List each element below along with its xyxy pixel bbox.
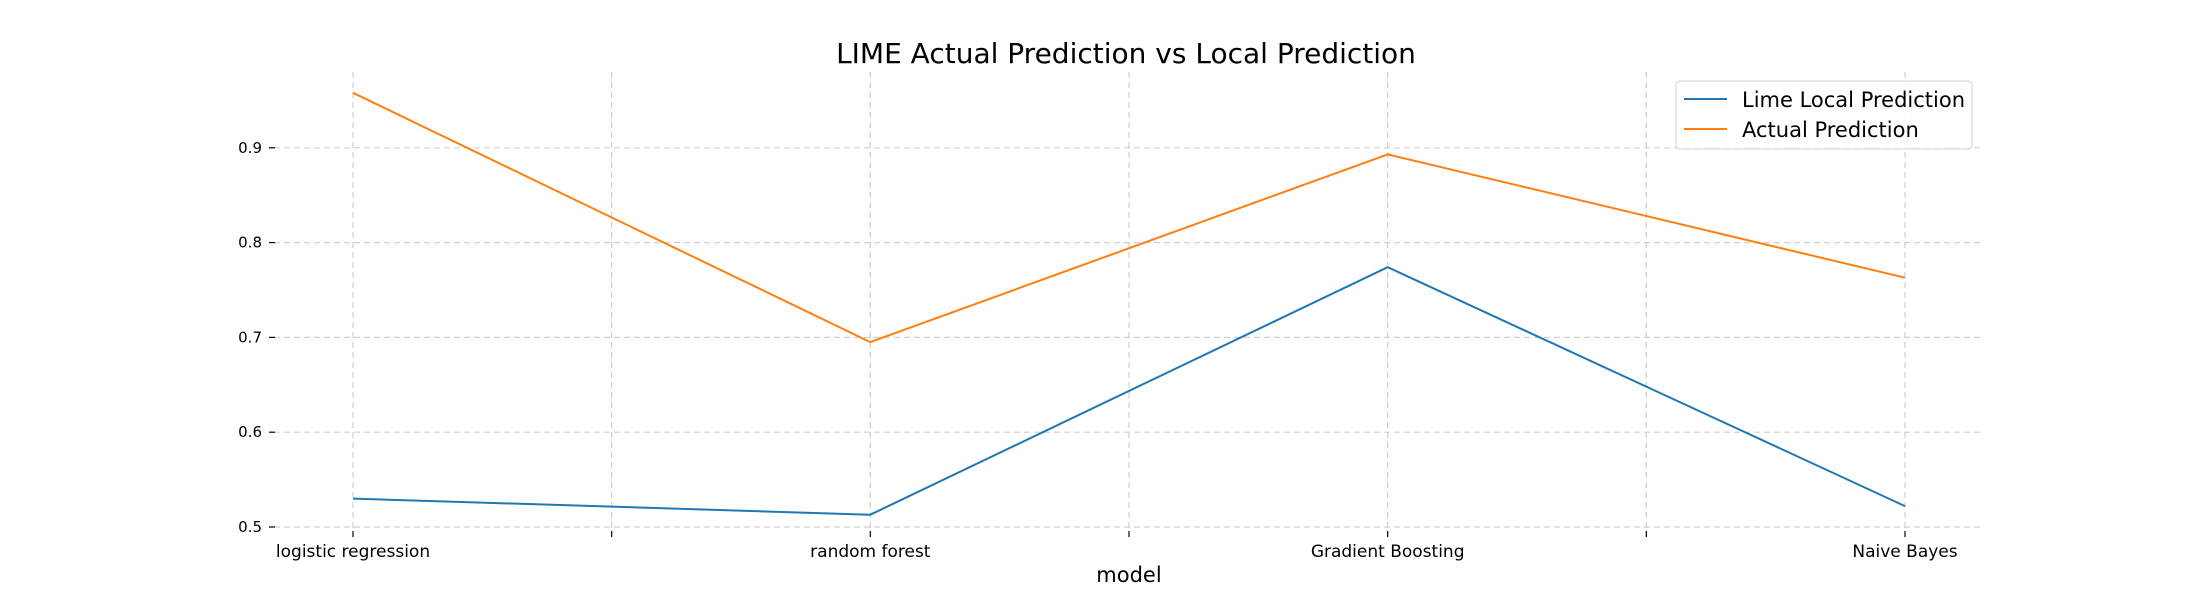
y-tick-label: 0.9	[238, 139, 262, 157]
chart-title: LIME Actual Prediction vs Local Predicti…	[836, 37, 1416, 70]
legend-label-lime-local-prediction: Lime Local Prediction	[1742, 88, 1965, 112]
axes: logistic regression random forest Gradient…	[238, 139, 1958, 562]
y-tick-label: 0.6	[238, 423, 262, 441]
x-tick-label: Gradient Boosting	[1311, 542, 1465, 562]
y-tick-label: 0.5	[238, 518, 262, 536]
y-tick-label: 0.8	[238, 234, 262, 252]
x-axis-label: model	[1096, 563, 1161, 587]
grid	[274, 72, 1980, 530]
x-tick-label: Naive Bayes	[1852, 542, 1957, 562]
series-line-lime-local-prediction	[352, 266, 1906, 516]
x-tick-label: random forest	[810, 542, 931, 562]
series-line-actual-prediction	[352, 91, 1906, 344]
y-tick-label: 0.7	[238, 328, 262, 346]
legend: Lime Local Prediction Actual Prediction	[1675, 80, 1973, 150]
x-tick-label: logistic regression	[276, 542, 430, 562]
series	[352, 91, 1906, 516]
legend-box	[1675, 80, 1973, 150]
legend-label-actual-prediction: Actual Prediction	[1742, 118, 1919, 142]
